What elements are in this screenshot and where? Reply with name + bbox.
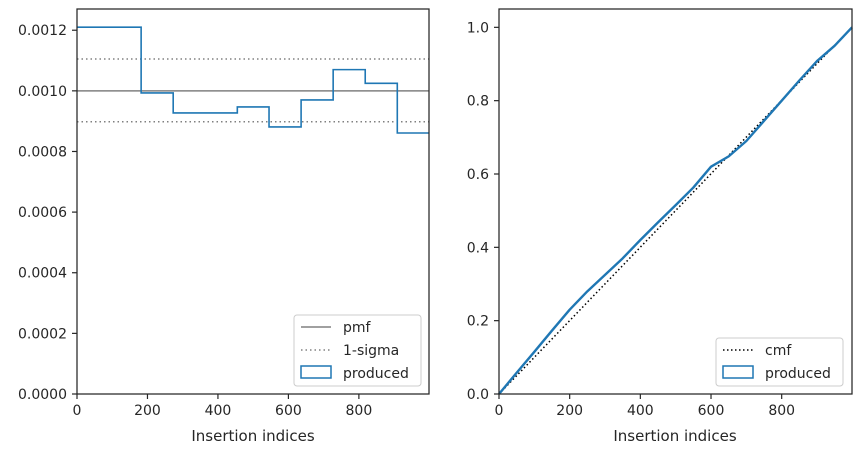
cmf-xtick-label: 200 bbox=[556, 403, 583, 419]
pmf-panel: 0 200 400 600 800 0.00000.00020.00040.00060.… bbox=[18, 8, 430, 445]
pmf-ytick-label: 0.0012 bbox=[18, 23, 67, 39]
pmf-xtick-label: 200 bbox=[134, 403, 161, 419]
cmf-ytick-label: 0.4 bbox=[467, 240, 489, 256]
legend-sigma-label: 1-sigma bbox=[343, 343, 399, 359]
pmf-x-ticks: 0 200 400 600 800 bbox=[73, 394, 373, 419]
cmf-xtick-label: 0 bbox=[495, 403, 504, 419]
legend-cmf-produced-label: produced bbox=[765, 366, 831, 382]
pmf-ytick-label: 0.0008 bbox=[18, 144, 67, 160]
cmf-xtick-label: 600 bbox=[698, 403, 725, 419]
pmf-xtick-label: 600 bbox=[275, 403, 302, 419]
legend-cmf-label: cmf bbox=[765, 343, 792, 359]
pmf-xtick-label: 0 bbox=[73, 403, 82, 419]
pmf-ytick-label: 0.0002 bbox=[18, 326, 67, 342]
pmf-x-axis-label: Insertion indices bbox=[191, 427, 314, 445]
legend-cmf-produced-swatch bbox=[722, 365, 754, 379]
pmf-ytick-label: 0.0010 bbox=[18, 84, 67, 100]
cmf-x-axis-label: Insertion indices bbox=[613, 427, 736, 445]
cmf-x-ticks: 0 200 400 600 800 bbox=[495, 394, 795, 419]
produced-step-series bbox=[77, 26, 429, 134]
produced-cmf-series bbox=[498, 26, 853, 395]
pmf-plot-area bbox=[77, 26, 429, 134]
pmf-xtick-label: 400 bbox=[205, 403, 232, 419]
pmf-ytick-label: 0.0006 bbox=[18, 205, 67, 221]
cmf-ytick-label: 0.2 bbox=[467, 314, 489, 330]
pmf-legend: pmf 1-sigma produced bbox=[293, 314, 422, 387]
pmf-ytick-label: 0.0000 bbox=[18, 387, 67, 403]
pmf-xtick-label: 800 bbox=[346, 403, 373, 419]
pmf-ytick-label: 0.0004 bbox=[18, 266, 67, 282]
cmf-legend: cmf produced bbox=[715, 337, 844, 387]
pmf-y-ticks: 0.0000 0.0002 0.0004 0.0006 0.0008 0.0010 0.00… bbox=[18, 23, 77, 403]
cmf-ytick-label: 0.8 bbox=[467, 94, 489, 110]
cmf-xtick-label: 400 bbox=[627, 403, 654, 419]
cmf-panel: 0 200 400 600 800 0.0 0.2 0.4 0.6 0.8 1.0 Inserti… bbox=[467, 8, 853, 445]
cmf-plot-area bbox=[498, 26, 853, 395]
legend-produced-swatch bbox=[300, 365, 332, 379]
cmf-xtick-label: 800 bbox=[768, 403, 795, 419]
pmf-axes-frame bbox=[76, 8, 430, 395]
cmf-ytick-label: 0.0 bbox=[467, 387, 489, 403]
cmf-ytick-label: 0.6 bbox=[467, 167, 489, 183]
pmf-legend-box bbox=[293, 314, 422, 387]
cmf-axes-frame bbox=[498, 8, 853, 395]
cmf-y-ticks: 0.0 0.2 0.4 0.6 0.8 1.0 bbox=[467, 20, 499, 403]
cmf-ytick-label: 1.0 bbox=[467, 20, 489, 36]
legend-pmf-label: pmf bbox=[343, 320, 372, 336]
legend-produced-label: produced bbox=[343, 366, 409, 382]
